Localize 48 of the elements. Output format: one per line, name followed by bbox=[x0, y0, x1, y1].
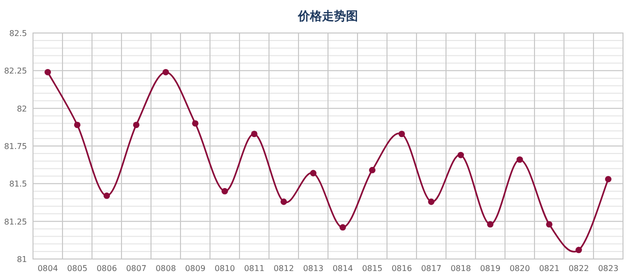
point bbox=[428, 198, 434, 205]
point bbox=[280, 198, 287, 205]
y-tick-label: 81.75 bbox=[4, 142, 27, 151]
y-tick-label: 81.25 bbox=[4, 217, 27, 226]
point bbox=[104, 192, 110, 199]
point bbox=[133, 122, 140, 128]
y-tick-label: 82.5 bbox=[9, 29, 27, 38]
point bbox=[74, 122, 80, 128]
y-tick-label: 81.5 bbox=[9, 180, 27, 189]
point bbox=[458, 152, 464, 158]
x-tick-label: 0818 bbox=[450, 264, 471, 273]
point bbox=[251, 130, 258, 138]
point bbox=[310, 170, 316, 176]
x-tick-label: 0813 bbox=[303, 264, 324, 273]
x-tick-label: 0809 bbox=[185, 264, 206, 273]
y-tick-label: 81 bbox=[16, 255, 27, 264]
x-tick-label: 0816 bbox=[392, 264, 412, 273]
x-tick-label: 0821 bbox=[539, 264, 560, 273]
x-tick-label: 0812 bbox=[274, 264, 294, 273]
x-tick-label: 0817 bbox=[421, 264, 442, 273]
point bbox=[162, 68, 169, 76]
point bbox=[192, 120, 198, 127]
point bbox=[340, 224, 346, 231]
x-tick-label: 0820 bbox=[510, 264, 530, 273]
x-tick-label: 0806 bbox=[96, 264, 117, 273]
x-tick-label: 0807 bbox=[126, 264, 146, 273]
x-tick-label: 0815 bbox=[362, 264, 382, 273]
y-tick-label: 82 bbox=[16, 104, 27, 114]
point bbox=[546, 221, 552, 228]
x-tick-label: 0808 bbox=[156, 264, 176, 273]
point bbox=[487, 221, 494, 228]
point bbox=[222, 188, 228, 194]
x-tick-label: 0819 bbox=[480, 264, 500, 273]
point bbox=[605, 176, 612, 182]
x-tick-label: 0810 bbox=[214, 264, 235, 273]
x-tick-label: 0822 bbox=[568, 264, 589, 273]
point bbox=[369, 166, 376, 174]
x-tick-label: 0823 bbox=[598, 264, 618, 273]
y-tick-label: 82.25 bbox=[4, 66, 27, 76]
x-tick-label: 0811 bbox=[244, 264, 264, 273]
x-tick-label: 0814 bbox=[332, 264, 353, 273]
point bbox=[516, 156, 523, 163]
chart-title: 价格走势图 bbox=[297, 9, 358, 23]
point bbox=[398, 130, 405, 138]
x-tick-label: 0804 bbox=[38, 264, 58, 273]
point bbox=[44, 68, 51, 76]
point bbox=[576, 246, 582, 254]
x-tick-label: 0805 bbox=[67, 264, 88, 273]
